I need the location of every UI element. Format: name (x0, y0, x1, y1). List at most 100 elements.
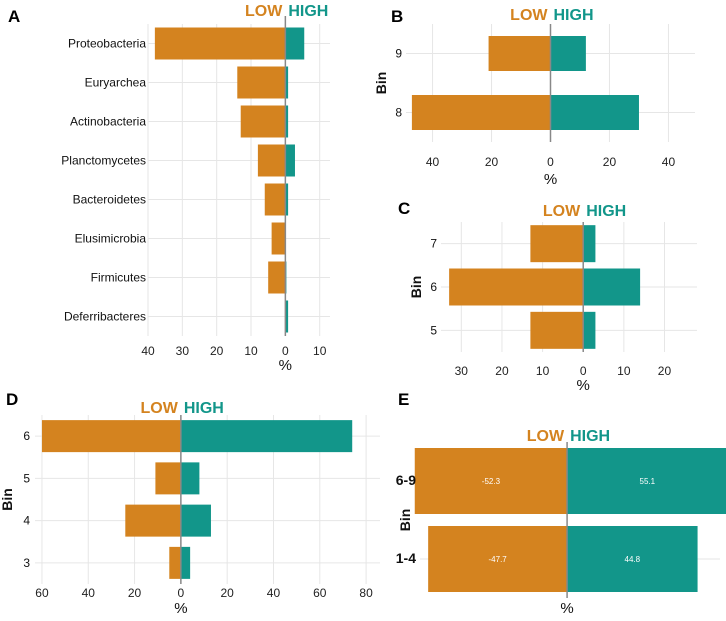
legend-high-b: HIGH (554, 7, 594, 24)
bar-low-c-2 (530, 311, 584, 349)
bar-high-e-0 (567, 448, 726, 514)
legend-high-d: HIGH (184, 400, 224, 417)
data-label-low-e-0: -52.3 (482, 477, 501, 486)
x-tick-label-a: 30 (176, 344, 190, 358)
bar-low-c-1 (449, 268, 584, 306)
data-label-high-e-0: 55.1 (640, 477, 656, 486)
legend-low-e: LOW (527, 428, 565, 445)
bar-low-b-1 (411, 95, 551, 130)
bar-high-a-7 (285, 300, 289, 333)
x-tick-label-d: 60 (313, 586, 327, 600)
x-tick-label-d: 40 (267, 586, 281, 600)
bar-low-d-3 (169, 546, 181, 579)
x-tick-label-b: 20 (603, 155, 617, 169)
bar-low-e-1 (428, 526, 568, 592)
bar-low-a-5 (271, 222, 286, 255)
bar-high-d-0 (180, 420, 353, 453)
bar-high-d-3 (180, 546, 191, 579)
x-axis-label-d: % (174, 600, 187, 617)
bar-low-a-3 (257, 144, 286, 177)
bar-high-d-1 (180, 462, 200, 495)
legend-low-c: LOW (543, 203, 581, 220)
x-tick-label-c: 0 (580, 364, 587, 378)
bar-high-a-2 (285, 105, 289, 138)
category-label-b-1: 8 (395, 106, 402, 120)
category-label-a-1: Euryarchea (85, 76, 147, 90)
x-tick-label-b: 40 (662, 155, 676, 169)
x-tick-label-a: 20 (210, 344, 224, 358)
bar-low-b-0 (488, 36, 551, 71)
x-tick-label-a: 10 (313, 344, 327, 358)
bar-low-d-1 (155, 462, 181, 495)
category-label-a-2: Actinobacteria (70, 115, 146, 129)
bar-high-c-1 (583, 268, 641, 306)
y-axis-label-e: Bin (397, 509, 413, 532)
panel-label-e: E (398, 390, 409, 409)
bar-high-c-0 (583, 225, 596, 263)
category-label-c-0: 7 (430, 237, 437, 251)
y-axis-label-b: Bin (373, 72, 389, 95)
x-tick-label-c: 20 (495, 364, 509, 378)
x-tick-label-d: 60 (35, 586, 49, 600)
bar-low-a-4 (264, 183, 286, 216)
bar-high-a-3 (285, 144, 295, 177)
bar-high-a-4 (285, 183, 289, 216)
data-label-low-e-1: -47.7 (489, 555, 508, 564)
category-label-a-7: Deferribacteres (64, 310, 146, 324)
category-label-e-1: 1-4 (396, 550, 416, 566)
x-axis-label-b: % (544, 171, 557, 188)
bar-low-d-2 (125, 504, 181, 537)
x-tick-label-a: 40 (141, 344, 155, 358)
category-label-a-5: Elusimicrobia (75, 232, 147, 246)
category-label-d-3: 3 (23, 556, 30, 570)
legend-high-c: HIGH (586, 203, 626, 220)
panel-label-c: C (398, 199, 410, 218)
x-tick-label-c: 30 (455, 364, 469, 378)
x-tick-label-c: 20 (658, 364, 672, 378)
x-tick-label-c: 10 (536, 364, 550, 378)
legend-low-b: LOW (510, 7, 548, 24)
bar-high-d-2 (180, 504, 211, 537)
y-axis-label-d: Bin (0, 488, 15, 511)
category-label-a-0: Proteobacteria (68, 37, 146, 51)
x-tick-label-a: 0 (282, 344, 289, 358)
bar-high-a-0 (285, 27, 305, 60)
category-label-d-0: 6 (23, 429, 30, 443)
bar-low-e-0 (414, 448, 568, 514)
bar-low-a-0 (154, 27, 286, 60)
bar-high-c-2 (583, 311, 596, 349)
x-tick-label-d: 80 (359, 586, 373, 600)
panel-label-a: A (8, 7, 20, 26)
bar-low-d-0 (41, 420, 181, 453)
x-tick-label-b: 0 (547, 155, 554, 169)
bar-high-a-1 (285, 66, 289, 99)
data-label-high-e-1: 44.8 (625, 555, 641, 564)
legend-high-e: HIGH (570, 428, 610, 445)
category-label-c-2: 5 (430, 323, 437, 337)
legend-high-a: HIGH (288, 3, 328, 20)
category-label-c-1: 6 (430, 280, 437, 294)
bar-high-b-0 (550, 36, 586, 71)
category-label-b-0: 9 (395, 47, 402, 61)
y-axis-label-c: Bin (408, 276, 424, 299)
x-tick-label-b: 40 (426, 155, 440, 169)
category-label-d-2: 4 (23, 514, 30, 528)
x-axis-label-e: % (560, 600, 573, 617)
x-tick-label-d: 0 (178, 586, 185, 600)
bar-high-b-1 (550, 95, 639, 130)
x-tick-label-a: 10 (244, 344, 258, 358)
x-tick-label-c: 10 (617, 364, 631, 378)
legend-low-a: LOW (245, 3, 283, 20)
x-axis-label-a: % (279, 357, 292, 374)
panel-label-d: D (6, 390, 18, 409)
x-tick-label-d: 40 (82, 586, 96, 600)
bar-high-e-1 (567, 526, 698, 592)
category-label-a-6: Firmicutes (91, 271, 146, 285)
bar-low-a-2 (240, 105, 286, 138)
bar-low-a-1 (237, 66, 286, 99)
x-axis-label-c: % (577, 377, 590, 394)
bar-low-c-0 (530, 225, 584, 263)
panel-label-b: B (391, 7, 403, 26)
x-tick-label-b: 20 (485, 155, 499, 169)
